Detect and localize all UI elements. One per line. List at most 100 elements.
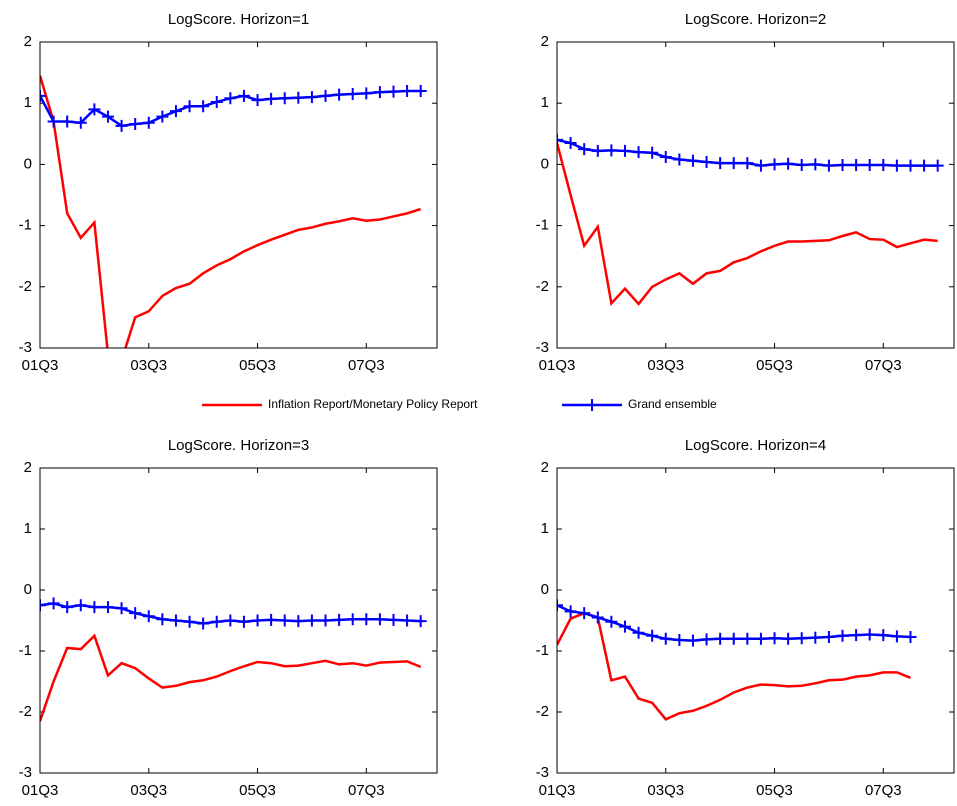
series-marker bbox=[673, 634, 686, 647]
series-marker bbox=[101, 601, 114, 614]
series-marker bbox=[686, 634, 699, 647]
series-marker bbox=[591, 144, 604, 157]
series-marker bbox=[169, 614, 182, 627]
series-marker bbox=[210, 95, 223, 108]
series-marker bbox=[877, 159, 890, 172]
series-marker bbox=[305, 91, 318, 104]
x-tick-label: 01Q3 bbox=[22, 357, 59, 374]
series-marker bbox=[360, 87, 373, 100]
series-marker bbox=[47, 597, 60, 610]
series-marker bbox=[727, 632, 740, 645]
series-marker bbox=[795, 632, 808, 645]
y-tick-label: -3 bbox=[536, 764, 549, 781]
x-tick-label: 03Q3 bbox=[647, 357, 684, 374]
series-marker bbox=[129, 607, 142, 620]
series-line bbox=[557, 142, 938, 307]
y-tick-label: 0 bbox=[541, 155, 549, 172]
series-marker bbox=[890, 159, 903, 172]
y-tick-label: 1 bbox=[541, 94, 549, 111]
series-marker bbox=[782, 157, 795, 170]
series-marker bbox=[754, 159, 767, 172]
subplot: LogScore. Horizon=4 -3 -2 -1 0 1 2 01Q3 03Q3 05Q3… bbox=[536, 437, 955, 799]
series-marker bbox=[142, 116, 155, 129]
y-tick-label: 0 bbox=[24, 581, 32, 598]
y-tick-label: 2 bbox=[541, 33, 549, 50]
legend-marker bbox=[586, 399, 598, 411]
legend: Inflation Report/Monetary Policy Report … bbox=[196, 393, 717, 417]
series-marker bbox=[346, 88, 359, 101]
series-marker bbox=[557, 133, 563, 146]
x-tick-label: 07Q3 bbox=[865, 782, 902, 799]
series-marker bbox=[373, 86, 386, 99]
series-marker bbox=[61, 115, 74, 128]
series-marker bbox=[265, 92, 278, 105]
series-marker bbox=[714, 157, 727, 170]
legend-label: Grand ensemble bbox=[628, 397, 717, 411]
series-marker bbox=[836, 159, 849, 172]
series-marker bbox=[169, 105, 182, 118]
series-marker bbox=[88, 103, 101, 116]
y-tick-label: -3 bbox=[536, 339, 549, 356]
series-marker bbox=[564, 136, 577, 149]
series-marker bbox=[251, 614, 264, 627]
series-marker bbox=[659, 632, 672, 645]
series-marker bbox=[646, 146, 659, 159]
series-marker bbox=[292, 615, 305, 628]
x-tick-label: 07Q3 bbox=[348, 782, 385, 799]
series-marker bbox=[156, 110, 169, 123]
series-marker bbox=[278, 614, 291, 627]
y-tick-label: 1 bbox=[541, 520, 549, 537]
subplot-title: LogScore. Horizon=2 bbox=[685, 11, 826, 28]
series-line bbox=[40, 75, 422, 348]
series-marker bbox=[414, 84, 427, 97]
series-marker bbox=[101, 110, 114, 123]
y-tick-label: -1 bbox=[536, 642, 549, 659]
series-marker bbox=[333, 613, 346, 626]
series-marker bbox=[904, 159, 917, 172]
axes-box bbox=[39, 467, 438, 774]
series-marker bbox=[632, 626, 645, 639]
series-marker bbox=[700, 155, 713, 168]
series-marker bbox=[850, 159, 863, 172]
y-tick-label: -2 bbox=[536, 703, 549, 720]
series-marker bbox=[74, 116, 87, 129]
series-marker bbox=[863, 628, 876, 641]
series-marker bbox=[741, 157, 754, 170]
y-tick-label: -1 bbox=[19, 217, 32, 234]
series-marker bbox=[224, 92, 237, 105]
series-marker bbox=[387, 613, 400, 626]
series-marker bbox=[795, 159, 808, 172]
series-marker bbox=[319, 89, 332, 102]
y-tick-label: -2 bbox=[19, 703, 32, 720]
series-marker bbox=[673, 153, 686, 166]
y-tick-label: -3 bbox=[19, 764, 32, 781]
series-marker bbox=[931, 159, 944, 172]
x-tick-label: 01Q3 bbox=[22, 782, 59, 799]
x-tick-label: 05Q3 bbox=[239, 782, 276, 799]
x-tick-label: 03Q3 bbox=[130, 782, 167, 799]
series-marker bbox=[156, 613, 169, 626]
series-marker bbox=[401, 84, 414, 97]
series-marker bbox=[333, 88, 346, 101]
series-marker bbox=[360, 613, 373, 626]
series-marker bbox=[115, 602, 128, 615]
series-marker bbox=[251, 94, 264, 107]
series-marker bbox=[918, 159, 931, 172]
y-tick-label: 0 bbox=[541, 581, 549, 598]
x-tick-label: 01Q3 bbox=[539, 782, 576, 799]
series-marker bbox=[890, 630, 903, 643]
series-marker bbox=[822, 159, 835, 172]
series-marker bbox=[605, 144, 618, 157]
series-line bbox=[557, 611, 911, 721]
series-marker bbox=[278, 92, 291, 105]
series-marker bbox=[768, 158, 781, 171]
y-tick-label: 1 bbox=[24, 94, 32, 111]
x-tick-label: 07Q3 bbox=[348, 357, 385, 374]
series-marker bbox=[224, 614, 237, 627]
x-tick-label: 03Q3 bbox=[647, 782, 684, 799]
series-marker bbox=[605, 615, 618, 628]
series-marker bbox=[754, 632, 767, 645]
subplot-title: LogScore. Horizon=3 bbox=[168, 437, 309, 454]
x-tick-label: 01Q3 bbox=[539, 357, 576, 374]
y-tick-label: 0 bbox=[24, 155, 32, 172]
